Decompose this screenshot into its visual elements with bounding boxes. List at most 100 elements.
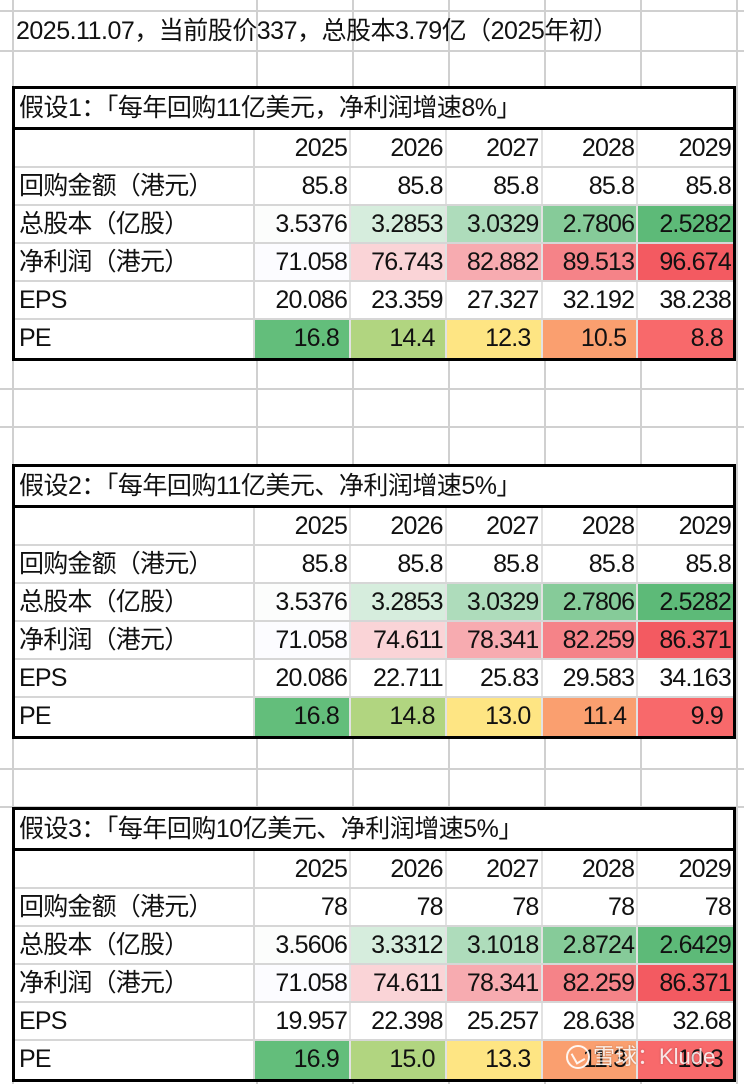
value-cell[interactable]: 20.086 (255, 660, 352, 696)
value-cell[interactable]: 76.743 (351, 244, 447, 280)
row-label[interactable]: EPS (15, 282, 256, 318)
row-label[interactable]: EPS (15, 1003, 256, 1039)
value-cell[interactable]: 86.371 (638, 622, 733, 658)
value-cell[interactable]: 71.058 (255, 244, 352, 280)
value-cell[interactable]: 85.8 (638, 168, 733, 204)
value-cell[interactable]: 85.8 (638, 546, 733, 582)
value-cell[interactable]: 85.8 (542, 168, 639, 204)
year-cell[interactable]: 2027 (447, 508, 543, 544)
year-cell[interactable]: 2025 (255, 851, 352, 887)
header-summary[interactable]: 2025.11.07，当前股价337，总股本3.79亿（2025年初） (16, 17, 618, 45)
scenario-title[interactable]: 假设3：「每年回购10亿美元、净利润增速5%」 (15, 810, 733, 851)
row-label[interactable]: 净利润（港元） (15, 622, 256, 658)
value-cell[interactable]: 3.2853 (351, 206, 447, 242)
scenario-title[interactable]: 假设2：「每年回购11亿美元、净利润增速5%」 (15, 467, 733, 508)
value-cell[interactable]: 78.341 (446, 965, 543, 1001)
value-cell[interactable]: 13.0 (446, 698, 543, 736)
value-cell[interactable]: 32.68 (638, 1003, 733, 1039)
value-cell[interactable]: 28.638 (542, 1003, 639, 1039)
value-cell[interactable]: 3.5376 (255, 206, 352, 242)
row-label[interactable]: PE (15, 1041, 256, 1079)
value-cell[interactable]: 3.1018 (446, 927, 543, 963)
value-cell[interactable]: 19.957 (255, 1003, 352, 1039)
value-cell[interactable]: 82.259 (542, 965, 639, 1001)
value-cell[interactable]: 29.583 (542, 660, 639, 696)
value-cell[interactable]: 22.711 (351, 660, 447, 696)
value-cell[interactable]: 2.6429 (638, 927, 733, 963)
row-label[interactable]: 回购金额（港元） (15, 889, 256, 925)
value-cell[interactable]: 85.8 (255, 168, 352, 204)
value-cell[interactable]: 82.259 (542, 622, 639, 658)
value-cell[interactable]: 71.058 (255, 622, 352, 658)
value-cell[interactable]: 78 (255, 889, 352, 925)
year-cell[interactable]: 2029 (678, 134, 732, 162)
year-cell[interactable]: 2028 (543, 130, 639, 166)
year-cell[interactable]: 2028 (543, 508, 639, 544)
value-cell[interactable]: 16.8 (255, 698, 352, 736)
value-cell[interactable]: 10.5 (542, 320, 639, 358)
row-label[interactable]: EPS (15, 660, 256, 696)
value-cell[interactable]: 20.086 (255, 282, 352, 318)
value-cell[interactable]: 71.058 (255, 965, 352, 1001)
empty-cell[interactable] (15, 508, 256, 544)
row-label[interactable]: 净利润（港元） (15, 965, 256, 1001)
year-cell[interactable]: 2029 (678, 512, 732, 540)
empty-cell[interactable] (15, 130, 256, 166)
value-cell[interactable]: 23.359 (351, 282, 447, 318)
value-cell[interactable]: 2.7806 (542, 584, 639, 620)
row-label[interactable]: 总股本（亿股） (15, 584, 256, 620)
row-label[interactable]: PE (15, 320, 256, 358)
value-cell[interactable]: 15.0 (351, 1041, 447, 1079)
value-cell[interactable]: 32.192 (542, 282, 639, 318)
year-cell[interactable]: 2028 (543, 851, 639, 887)
value-cell[interactable]: 25.83 (446, 660, 543, 696)
value-cell[interactable]: 3.5606 (255, 927, 352, 963)
value-cell[interactable]: 14.4 (351, 320, 447, 358)
value-cell[interactable]: 3.2853 (351, 584, 447, 620)
empty-cell[interactable] (15, 851, 256, 887)
value-cell[interactable]: 16.9 (255, 1041, 352, 1079)
row-label[interactable]: 回购金额（港元） (15, 546, 256, 582)
value-cell[interactable]: 27.327 (446, 282, 543, 318)
value-cell[interactable]: 11.3 (542, 1041, 639, 1079)
value-cell[interactable]: 82.882 (446, 244, 543, 280)
value-cell[interactable]: 85.8 (351, 546, 447, 582)
year-cell[interactable]: 2025 (255, 130, 352, 166)
year-cell[interactable]: 2029 (678, 855, 732, 883)
value-cell[interactable]: 3.0329 (446, 584, 543, 620)
value-cell[interactable]: 14.8 (351, 698, 447, 736)
value-cell[interactable]: 2.7806 (542, 206, 639, 242)
value-cell[interactable]: 85.8 (255, 546, 352, 582)
row-label[interactable]: 回购金额（港元） (15, 168, 256, 204)
value-cell[interactable]: 11.4 (542, 698, 639, 736)
row-label[interactable]: 总股本（亿股） (15, 927, 256, 963)
value-cell[interactable]: 78.341 (446, 622, 543, 658)
value-cell[interactable]: 74.611 (351, 622, 447, 658)
row-label[interactable]: PE (15, 698, 256, 736)
value-cell[interactable]: 96.674 (638, 244, 733, 280)
value-cell[interactable]: 22.398 (351, 1003, 447, 1039)
row-label[interactable]: 总股本（亿股） (15, 206, 256, 242)
value-cell[interactable]: 85.8 (446, 168, 543, 204)
value-cell[interactable]: 2.8724 (542, 927, 639, 963)
year-cell[interactable]: 2027 (447, 130, 543, 166)
value-cell[interactable]: 16.8 (255, 320, 352, 358)
year-cell[interactable]: 2026 (351, 130, 447, 166)
value-cell[interactable]: 3.5376 (255, 584, 352, 620)
value-cell[interactable]: 85.8 (446, 546, 543, 582)
value-cell[interactable]: 3.0329 (446, 206, 543, 242)
value-cell[interactable]: 8.8 (638, 320, 734, 358)
value-cell[interactable]: 78 (542, 889, 639, 925)
value-cell[interactable]: 3.3312 (351, 927, 447, 963)
year-cell[interactable]: 2026 (351, 851, 447, 887)
value-cell[interactable]: 78 (446, 889, 543, 925)
value-cell[interactable]: 78 (638, 889, 733, 925)
value-cell[interactable]: 85.8 (351, 168, 447, 204)
row-label[interactable]: 净利润（港元） (15, 244, 256, 280)
value-cell[interactable]: 25.257 (446, 1003, 543, 1039)
value-cell[interactable]: 2.5282 (638, 206, 733, 242)
year-cell[interactable]: 2025 (255, 508, 352, 544)
value-cell[interactable]: 89.513 (542, 244, 639, 280)
year-cell[interactable]: 2026 (351, 508, 447, 544)
year-cell[interactable]: 2027 (447, 851, 543, 887)
